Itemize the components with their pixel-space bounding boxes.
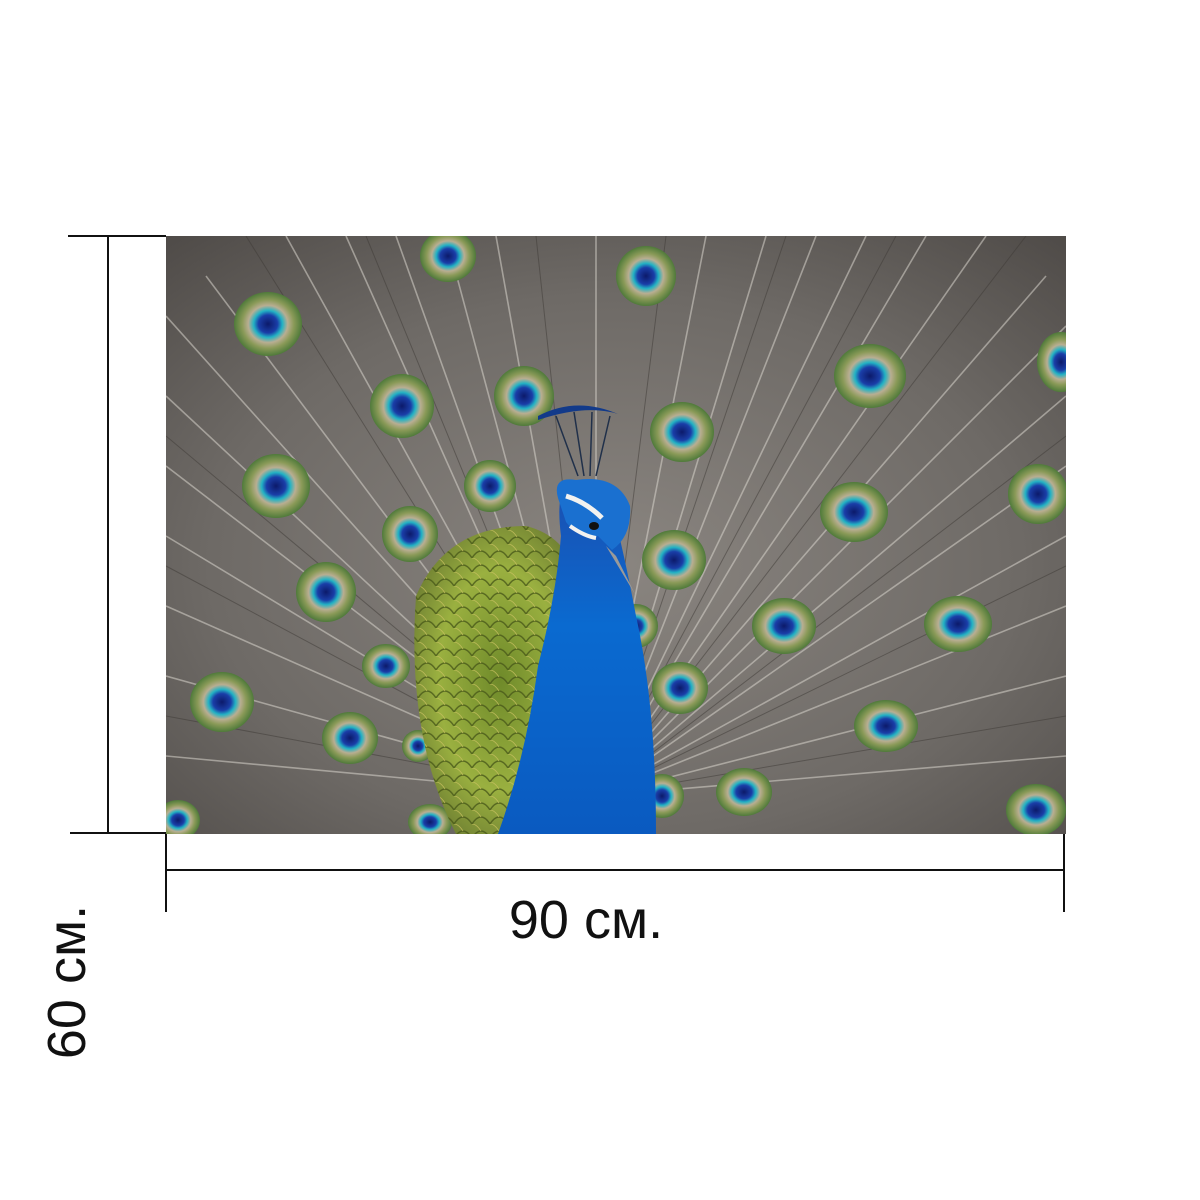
peacock-photo bbox=[166, 236, 1066, 834]
height-dimension-line bbox=[107, 235, 109, 834]
height-bottom-tick bbox=[70, 832, 166, 834]
peacock-icon bbox=[166, 236, 1066, 834]
width-dimension-line bbox=[165, 869, 1065, 871]
height-label: 60 см. bbox=[37, 904, 97, 1060]
width-left-tick bbox=[165, 834, 167, 912]
width-right-tick bbox=[1063, 834, 1065, 912]
width-label: 90 см. bbox=[508, 890, 664, 950]
height-top-tick bbox=[68, 235, 166, 237]
feather-eyes bbox=[166, 236, 1066, 834]
